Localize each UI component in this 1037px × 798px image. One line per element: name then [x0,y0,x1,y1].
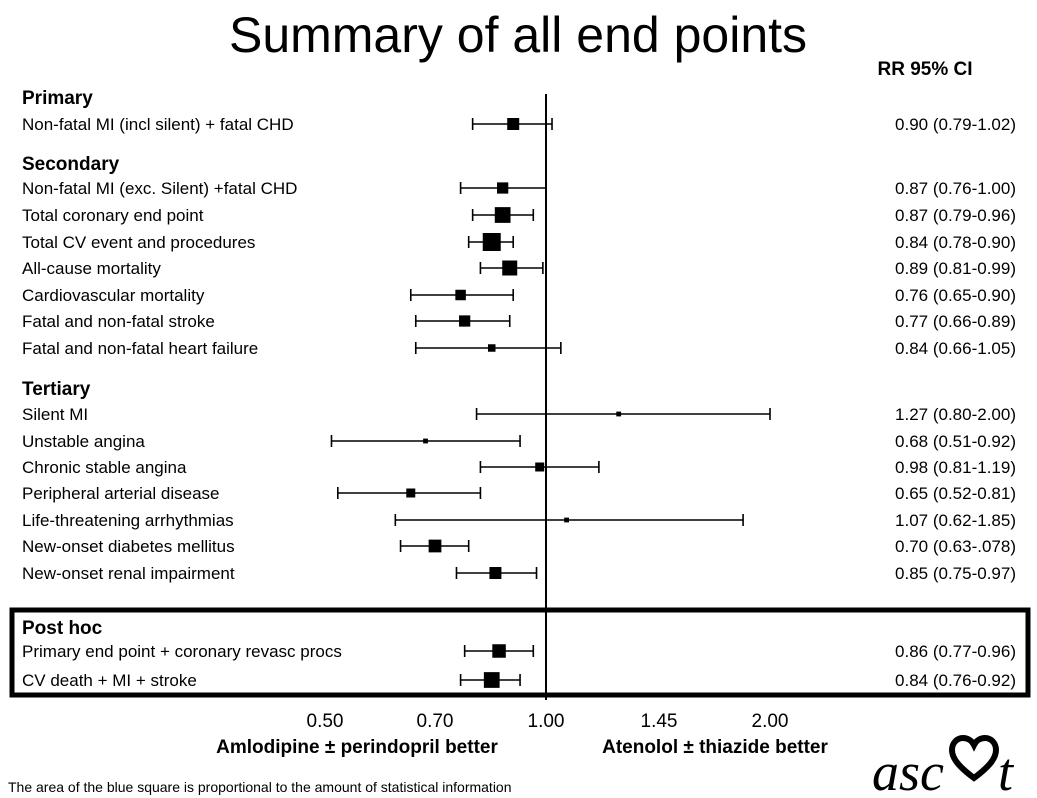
forest-row: Primary end point + coronary revasc proc… [22,642,1016,661]
row-label: Life-threatening arrhythmias [22,511,234,530]
rr-ci-value: 0.76 (0.65-0.90) [895,286,1016,305]
rr-ci-value: 0.87 (0.76-1.00) [895,179,1016,198]
rr-ci-value: 0.98 (0.81-1.19) [895,458,1016,477]
row-label: Chronic stable angina [22,458,187,477]
footnote: The area of the blue square is proportio… [8,779,512,795]
rr-square [423,438,428,444]
group-post-hoc: Post hoc Primary end point + coronary rev… [9,607,1031,698]
rr-ci-value: 1.07 (0.62-1.85) [895,511,1016,530]
forest-row: Fatal and non-fatal heart failure 0.84 (0… [22,339,1016,358]
forest-row: New-onset diabetes mellitus 0.70 (0.63-.0… [22,537,1016,556]
group-tertiary: Tertiary Silent MI 1.27 (0.80-2.00) Unstabl… [22,379,1016,583]
group-heading: Primary [22,88,93,109]
row-label: Primary end point + coronary revasc proc… [22,642,342,661]
rr-ci-value: 0.68 (0.51-0.92) [895,432,1016,451]
rr-square [483,672,500,688]
rr-square [406,488,416,498]
rr-square [482,233,501,251]
forest-row: Total CV event and procedures 0.84 (0.78-… [22,233,1016,252]
row-label: Fatal and non-fatal stroke [22,312,215,331]
row-label: Fatal and non-fatal heart failure [22,339,258,358]
forest-row: Silent MI 1.27 (0.80-2.00) [22,405,1016,424]
ci-column-header: RR 95% CI [877,59,972,80]
rr-square [428,539,442,553]
rr-ci-value: 1.27 (0.80-2.00) [895,405,1016,424]
row-label: New-onset diabetes mellitus [22,537,235,556]
row-label: Total coronary end point [22,206,204,225]
rr-ci-value: 0.87 (0.79-0.96) [895,206,1016,225]
forest-row: Non-fatal MI (incl silent) + fatal CHD 0.… [22,115,1016,134]
rr-ci-value: 0.89 (0.81-0.99) [895,259,1016,278]
row-label: Non-fatal MI (exc. Silent) +fatal CHD [22,179,297,198]
logo-text: asc [872,742,944,798]
rr-ci-value: 0.84 (0.78-0.90) [895,233,1016,252]
row-label: Non-fatal MI (incl silent) + fatal CHD [22,115,294,134]
forest-row: Non-fatal MI (exc. Silent) +fatal CHD 0.8… [22,179,1016,198]
row-label: New-onset renal impairment [22,564,235,583]
group-heading: Tertiary [22,379,91,400]
row-label: Total CV event and procedures [22,233,255,252]
rr-square [494,207,511,223]
rr-ci-value: 0.84 (0.66-1.05) [895,339,1016,358]
rr-square [535,462,545,472]
rr-square [489,567,502,579]
forest-row: Chronic stable angina 0.98 (0.81-1.19) [22,458,1016,477]
post-hoc-box [9,607,1031,698]
rr-square [507,118,520,130]
forest-row: CV death + MI + stroke 0.84 (0.76-0.92) [22,671,1016,690]
rr-ci-value: 0.84 (0.76-0.92) [895,671,1016,690]
group-secondary: Secondary Non-fatal MI (exc. Silent) +fat… [22,154,1016,358]
rr-square [502,260,518,276]
logo-text-t: t [998,742,1015,798]
chart-title: Summary of all end points [229,7,807,63]
rr-square [616,411,622,417]
forest-row: New-onset renal impairment 0.85 (0.75-0.9… [22,564,1016,583]
left-better-label: Amlodipine ± perindopril better [216,737,498,758]
forest-row: Fatal and non-fatal stroke 0.77 (0.66-0.8… [22,312,1016,331]
rr-square [492,644,506,658]
forest-row: Unstable angina 0.68 (0.51-0.92) [22,432,1016,451]
x-tick-label: 1.00 [528,711,565,732]
rr-ci-value: 0.86 (0.77-0.96) [895,642,1016,661]
forest-row: Cardiovascular mortality 0.76 (0.65-0.90) [22,286,1016,305]
x-tick-label: 0.50 [307,711,344,732]
row-label: Unstable angina [22,432,145,451]
row-label: CV death + MI + stroke [22,671,197,690]
row-label: Silent MI [22,405,88,424]
x-axis: 0.50 0.70 1.00 1.45 2.00 [307,94,789,732]
x-tick-label: 1.45 [641,711,678,732]
rr-square [455,289,466,301]
x-tick-label: 0.70 [417,711,454,732]
x-tick-label: 2.00 [752,711,789,732]
group-heading: Secondary [22,154,120,175]
right-better-label: Atenolol ± thiazide better [602,737,828,758]
forest-row: Life-threatening arrhythmias 1.07 (0.62-1… [22,511,1016,530]
row-label: All-cause mortality [22,259,161,278]
forest-row: All-cause mortality 0.89 (0.81-0.99) [22,259,1016,278]
group-primary: Primary Non-fatal MI (incl silent) + fata… [22,88,1016,134]
row-label: Cardiovascular mortality [22,286,205,305]
rr-square [497,182,509,194]
rr-ci-value: 0.90 (0.79-1.02) [895,115,1016,134]
forest-rows: Primary Non-fatal MI (incl silent) + fata… [9,88,1031,698]
rr-ci-value: 0.85 (0.75-0.97) [895,564,1016,583]
heart-icon [948,734,1000,782]
ascot-logo: asc t [872,734,1015,798]
group-heading: Post hoc [22,618,103,639]
rr-ci-value: 0.65 (0.52-0.81) [895,484,1016,503]
forest-row: Peripheral arterial disease 0.65 (0.52-0.… [22,484,1016,503]
row-label: Peripheral arterial disease [22,484,220,503]
rr-ci-value: 0.77 (0.66-0.89) [895,312,1016,331]
rr-square [487,344,496,352]
rr-square [564,517,569,523]
rr-square [459,315,471,327]
forest-row: Total coronary end point 0.87 (0.79-0.96) [22,206,1016,225]
rr-ci-value: 0.70 (0.63-.078) [895,537,1016,556]
